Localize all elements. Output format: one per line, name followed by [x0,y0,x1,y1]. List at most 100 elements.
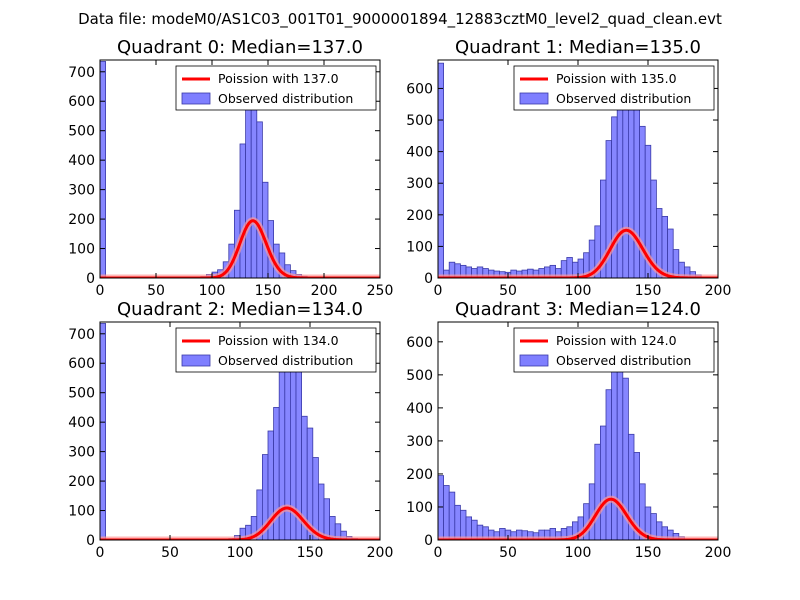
x-tick-label: 150 [255,283,282,299]
legend-hist-label: Observed distribution [556,91,691,106]
legend-fit-label: Poission with 134.0 [218,333,339,348]
x-tick-label: 200 [705,283,732,299]
legend-hist-swatch [181,354,211,367]
x-tick-label: 200 [705,545,732,561]
legend-hist-label: Observed distribution [218,91,353,106]
subplot-title: Quadrant 3: Median=124.0 [455,299,701,320]
x-tick-label: 150 [297,545,324,561]
histogram-bar [633,88,640,278]
y-tick-label: 200 [406,208,433,224]
x-tick-label: 50 [499,283,517,299]
legend: Poission with 137.0 Observed distribution [175,65,377,111]
legend: Poission with 134.0 Observed distribution [175,327,377,373]
histogram-bar [605,389,612,540]
x-tick-label: 50 [161,545,179,561]
y-tick-label: 300 [68,445,95,461]
x-tick-label: 100 [565,283,592,299]
figure-suptitle: Data file: modeM0/AS1C03_001T01_90000018… [78,10,722,29]
y-tick-label: 400 [406,145,433,161]
y-tick-label: 300 [406,434,433,450]
histogram-bar [667,228,674,278]
histogram-bar [250,94,258,278]
subplot-grid: Quadrant 0: Median=137.0 0 50 100 150 200 250 0… [68,37,731,561]
y-tick-label: 600 [68,356,95,372]
y-tick-label: 300 [406,176,433,192]
histogram-bar [459,509,467,540]
subplot-title: Quadrant 0: Median=137.0 [117,37,363,58]
histogram-bar [340,530,347,540]
y-tick-label: 400 [406,401,433,417]
subplot-title: Quadrant 1: Median=135.0 [455,37,701,58]
histogram-bar [256,121,263,278]
legend-fit-label: Poission with 137.0 [218,71,339,86]
x-tick-label: 150 [635,545,662,561]
y-tick-label: 300 [68,183,95,199]
legend-hist-swatch [519,354,549,367]
legend-fit-label: Poission with 135.0 [556,71,677,86]
legend-hist-label: Observed distribution [218,353,353,368]
legend: Poission with 124.0 Observed distribution [513,327,715,373]
y-tick-label: 100 [406,500,433,516]
y-tick-label: 0 [86,271,95,287]
y-tick-label: 0 [424,271,433,287]
y-tick-label: 600 [406,335,433,351]
y-tick-label: 500 [406,368,433,384]
x-tick-label: 0 [434,283,443,299]
histogram-bar [245,92,252,278]
y-tick-label: 400 [68,153,95,169]
legend-hist-label: Observed distribution [556,353,691,368]
histogram-bar [448,491,456,540]
x-tick-label: 0 [434,545,443,561]
y-tick-label: 500 [68,124,95,140]
x-tick-label: 100 [227,545,254,561]
x-tick-label: 200 [311,283,338,299]
x-tick-label: 50 [499,545,517,561]
x-tick-label: 250 [367,283,394,299]
histogram-bar [661,215,668,278]
axes-frame [99,59,381,279]
y-tick-label: 400 [68,415,95,431]
x-tick-label: 100 [565,545,592,561]
y-tick-label: 200 [68,474,95,490]
y-tick-label: 700 [68,327,95,343]
histogram-bar [611,116,618,278]
histogram-bar [616,102,624,278]
subplot-quadrant-1: Quadrant 1: Median=135.0 0 50 100 150 200 0 100… [406,37,731,299]
x-tick-label: 200 [367,545,394,561]
histogram-bar [443,485,450,540]
x-tick-label: 100 [199,283,226,299]
y-tick-label: 200 [68,212,95,228]
y-tick-label: 500 [406,113,433,129]
y-tick-label: 500 [68,386,95,402]
y-tick-label: 700 [68,65,95,81]
histogram-bar [100,323,106,540]
y-tick-label: 200 [406,467,433,483]
histogram-bar [100,61,106,278]
y-tick-label: 0 [424,533,433,549]
legend-hist-swatch [519,92,549,105]
y-tick-label: 0 [86,533,95,549]
histogram-bar [438,475,444,540]
poisson-fit-line [100,219,380,278]
histogram-bar [600,425,607,540]
plot-area [438,62,718,278]
subplot-quadrant-0: Quadrant 0: Median=137.0 0 50 100 150 200 250 0… [68,37,393,299]
legend-hist-swatch [181,92,211,105]
y-tick-label: 600 [68,94,95,110]
plot-area [100,61,380,278]
x-tick-label: 0 [96,283,105,299]
histogram-bar [454,504,461,540]
histogram-bar [239,143,246,278]
subplot-quadrant-2: Quadrant 2: Median=134.0 0 50 100 150 200 0 100… [68,299,393,561]
histogram-bar [594,443,601,540]
legend-fit-label: Poission with 124.0 [556,333,677,348]
x-tick-label: 150 [635,283,662,299]
histogram-bar [438,62,444,278]
y-tick-label: 100 [406,239,433,255]
subplot-title: Quadrant 2: Median=134.0 [117,299,363,320]
subplot-quadrant-3: Quadrant 3: Median=124.0 0 50 100 150 200 0 100… [406,299,731,561]
legend: Poission with 135.0 Observed distribution [513,65,715,111]
x-tick-label: 50 [147,283,165,299]
histogram-bar [323,498,330,540]
